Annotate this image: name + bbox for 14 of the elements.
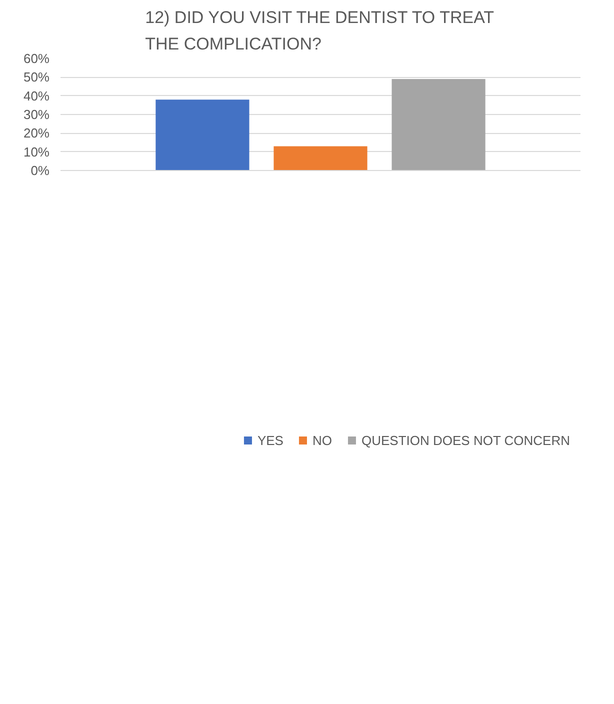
- bar: [156, 100, 250, 170]
- y-tick-label: 30%: [23, 107, 50, 122]
- y-tick-label: 0%: [30, 163, 50, 178]
- chart-title: 12) DID YOU VISIT THE DENTIST TO TREAT THE COMPLICATION?: [145, 8, 494, 54]
- y-tick-label: 50%: [23, 70, 50, 85]
- y-tick-label: 20%: [23, 126, 50, 141]
- bar: [392, 79, 486, 170]
- y-tick-label: 40%: [23, 88, 50, 104]
- legend-label: QUESTION DOES NOT CONCERN: [361, 432, 570, 448]
- y-tick-label: 60%: [23, 51, 50, 66]
- bar: [274, 146, 368, 170]
- legend-label: YES: [257, 432, 284, 448]
- legend-label: NO: [312, 432, 332, 448]
- y-tick-label: 10%: [23, 144, 50, 160]
